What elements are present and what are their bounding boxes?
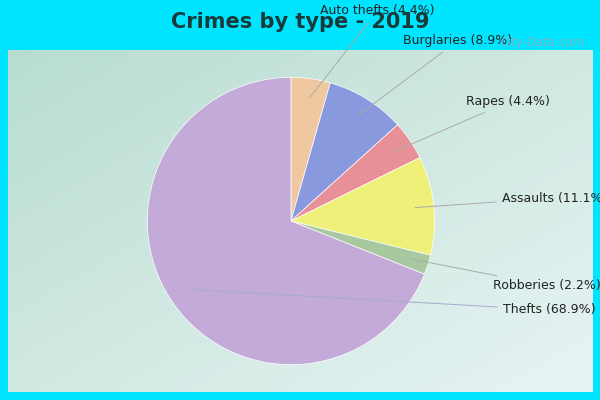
Wedge shape — [148, 77, 424, 365]
Wedge shape — [291, 83, 398, 221]
Text: Crimes by type - 2019: Crimes by type - 2019 — [171, 12, 429, 32]
Wedge shape — [291, 158, 434, 255]
Text: Thefts (68.9%): Thefts (68.9%) — [193, 290, 596, 316]
Text: Burglaries (8.9%): Burglaries (8.9%) — [358, 34, 512, 116]
Text: Rapes (4.4%): Rapes (4.4%) — [395, 96, 550, 151]
Text: Robberies (2.2%): Robberies (2.2%) — [410, 259, 600, 292]
Wedge shape — [291, 125, 420, 221]
Wedge shape — [291, 77, 330, 221]
Text: City-Data.com: City-Data.com — [501, 36, 585, 49]
Text: Assaults (11.1%): Assaults (11.1%) — [415, 192, 600, 208]
Text: Auto thefts (4.4%): Auto thefts (4.4%) — [310, 4, 435, 98]
Wedge shape — [291, 221, 431, 274]
